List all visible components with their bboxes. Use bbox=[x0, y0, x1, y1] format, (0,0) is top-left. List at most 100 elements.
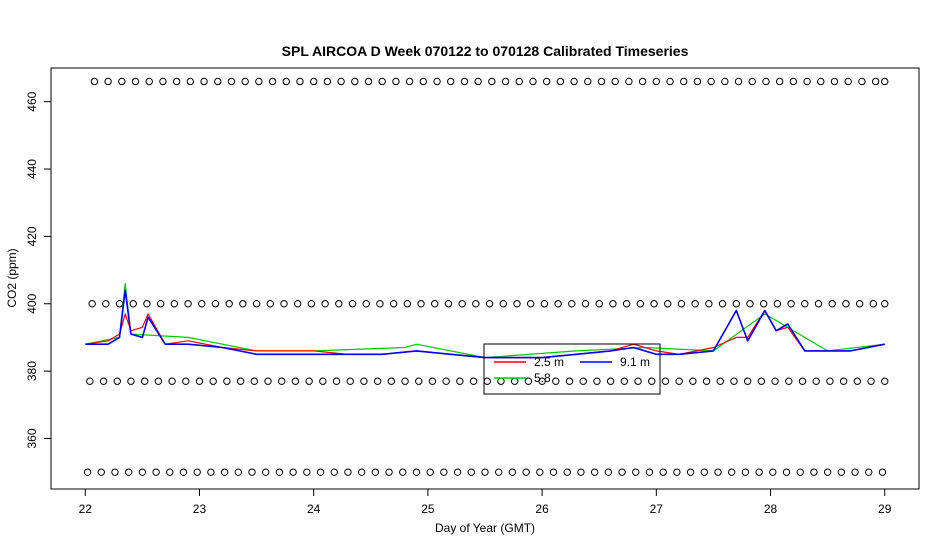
marker-point bbox=[115, 300, 124, 308]
marker-point bbox=[842, 300, 850, 308]
marker-point bbox=[131, 77, 140, 86]
marker-point bbox=[99, 377, 108, 385]
marker-point bbox=[88, 300, 96, 308]
marker-point bbox=[348, 300, 357, 308]
marker-point bbox=[474, 77, 482, 86]
marker-point bbox=[152, 468, 160, 476]
marker-point bbox=[536, 468, 544, 476]
marker-point bbox=[638, 77, 647, 86]
marker-point bbox=[289, 468, 297, 476]
marker-point bbox=[584, 77, 592, 86]
series-line-red bbox=[85, 309, 885, 359]
marker-point bbox=[839, 377, 848, 385]
y-tick-label: 420 bbox=[25, 226, 39, 246]
marker-point bbox=[214, 77, 222, 86]
legend-label: 9.1 m bbox=[620, 355, 650, 369]
marker-point bbox=[433, 77, 441, 86]
marker-point bbox=[524, 377, 533, 385]
marker-point bbox=[360, 377, 368, 385]
marker-point bbox=[785, 377, 793, 385]
marker-point bbox=[346, 377, 354, 385]
marker-point bbox=[769, 468, 777, 476]
marker-point bbox=[801, 300, 809, 308]
marker-point bbox=[652, 77, 661, 86]
marker-point bbox=[803, 77, 811, 86]
marker-point bbox=[595, 300, 603, 308]
marker-point bbox=[159, 77, 167, 86]
marker-point bbox=[604, 468, 613, 476]
marker-point bbox=[762, 77, 770, 86]
marker-point bbox=[677, 300, 686, 308]
marker-point bbox=[223, 377, 231, 385]
marker-point bbox=[378, 77, 386, 86]
marker-point bbox=[104, 77, 112, 86]
marker-point bbox=[118, 77, 126, 86]
marker-point bbox=[344, 468, 352, 476]
marker-point bbox=[869, 300, 878, 308]
marker-point bbox=[220, 468, 229, 476]
marker-point bbox=[444, 300, 453, 308]
marker-point bbox=[399, 468, 407, 476]
marker-point bbox=[549, 468, 558, 476]
marker-point bbox=[241, 77, 249, 86]
marker-point bbox=[307, 300, 316, 308]
marker-point bbox=[200, 77, 208, 86]
marker-point bbox=[385, 468, 393, 476]
marker-point bbox=[419, 77, 428, 86]
marker-point bbox=[686, 468, 695, 476]
marker-point bbox=[844, 77, 852, 86]
y-axis: 360 380 400 420 440 460 bbox=[25, 91, 52, 448]
x-tick-label: 28 bbox=[764, 502, 778, 516]
marker-point bbox=[581, 300, 590, 308]
marker-point bbox=[700, 468, 708, 476]
y-tick-label: 440 bbox=[25, 159, 39, 179]
marker-point bbox=[111, 468, 119, 476]
marker-point bbox=[664, 300, 672, 308]
marker-point bbox=[140, 377, 149, 385]
marker-point bbox=[186, 77, 195, 86]
marker-point bbox=[755, 468, 763, 476]
marker-point bbox=[453, 468, 462, 476]
marker-point bbox=[513, 300, 521, 308]
marker-point bbox=[234, 468, 243, 476]
marker-point bbox=[590, 468, 599, 476]
marker-point bbox=[170, 300, 179, 308]
marker-point bbox=[458, 300, 466, 308]
marker-point bbox=[817, 77, 825, 86]
marker-point bbox=[796, 468, 804, 476]
marker-point bbox=[145, 77, 153, 86]
marker-point bbox=[759, 300, 768, 308]
marker-point bbox=[593, 377, 601, 385]
marker-point bbox=[773, 300, 782, 308]
marker-point bbox=[693, 77, 702, 86]
marker-point bbox=[855, 300, 864, 308]
marker-point bbox=[552, 377, 560, 385]
marker-point bbox=[373, 377, 382, 385]
marker-point bbox=[826, 377, 834, 385]
marker-point bbox=[702, 377, 711, 385]
marker-point bbox=[275, 468, 284, 476]
marker-point bbox=[727, 468, 736, 476]
x-tick-label: 25 bbox=[421, 502, 435, 516]
marker-point bbox=[172, 77, 181, 86]
marker-point bbox=[440, 468, 448, 476]
marker-point bbox=[389, 300, 398, 308]
marker-point bbox=[579, 377, 587, 385]
marker-point bbox=[501, 77, 510, 86]
marker-point bbox=[305, 377, 313, 385]
marker-point bbox=[316, 468, 325, 476]
marker-point bbox=[540, 300, 549, 308]
marker-point bbox=[337, 77, 345, 86]
marker-point bbox=[828, 300, 836, 308]
marker-point bbox=[789, 77, 798, 86]
x-tick-label: 29 bbox=[878, 502, 892, 516]
marker-point bbox=[746, 300, 754, 308]
marker-point bbox=[255, 77, 263, 86]
marker-point bbox=[732, 300, 740, 308]
marker-point bbox=[357, 468, 366, 476]
marker-point bbox=[376, 300, 384, 308]
marker-point bbox=[460, 77, 469, 86]
marker-point bbox=[364, 77, 373, 86]
marker-point bbox=[198, 300, 206, 308]
marker-point bbox=[787, 300, 795, 308]
